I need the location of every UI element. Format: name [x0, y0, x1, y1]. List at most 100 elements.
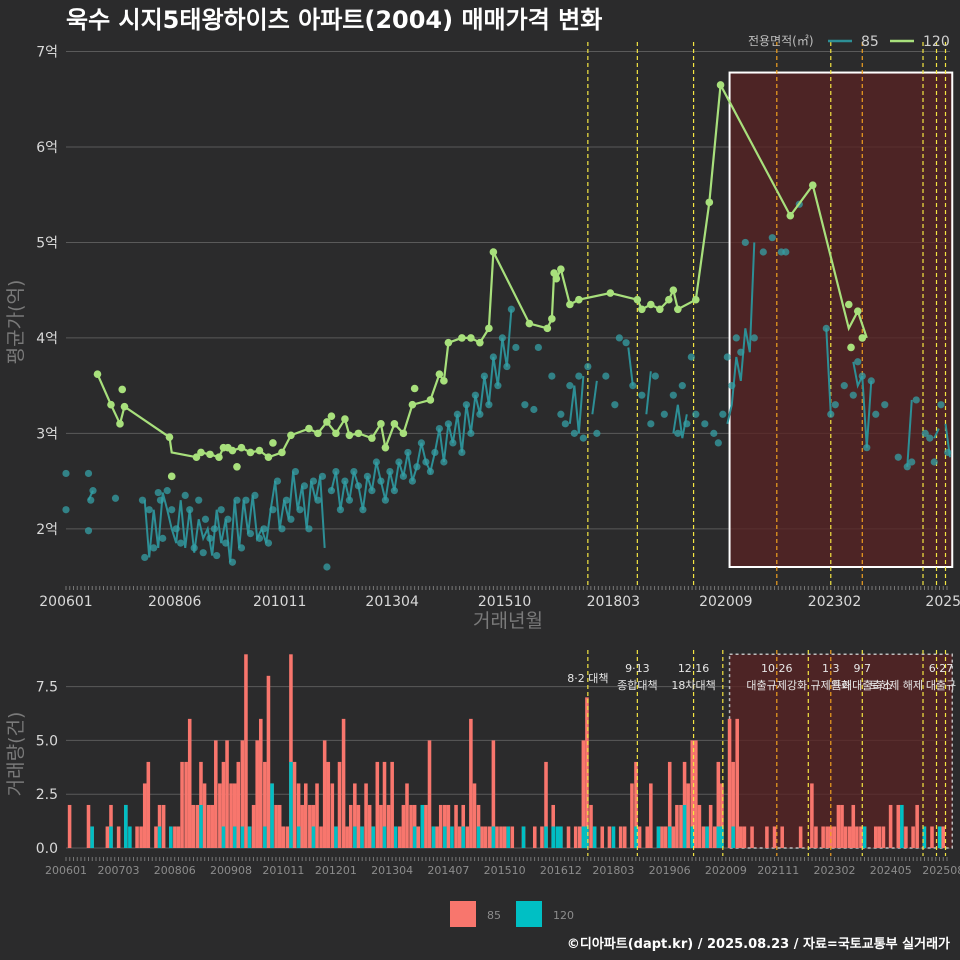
series-85-point	[903, 463, 911, 471]
series-85-line	[825, 328, 832, 415]
bar-85	[630, 783, 634, 848]
bar-85	[259, 718, 263, 848]
series-85-point	[530, 405, 538, 414]
series-120-point	[548, 315, 556, 323]
bar-120	[382, 826, 387, 848]
series-85-point	[858, 372, 866, 380]
bar-120	[443, 826, 447, 848]
bar-85	[105, 826, 110, 848]
series-85-point	[678, 382, 686, 390]
series-85-point	[213, 551, 221, 560]
x-tick-label: 201510	[478, 594, 531, 610]
series-85-point	[908, 458, 916, 466]
series-120-point	[656, 305, 664, 314]
legend-120-label: 120	[553, 909, 574, 922]
series-120-point	[197, 448, 205, 457]
bar-85	[446, 804, 451, 848]
series-85-point	[647, 420, 655, 428]
bar-120	[667, 826, 672, 848]
series-85-point	[318, 472, 327, 480]
series-85-point	[827, 410, 835, 418]
policy-annotation: 6·27	[929, 662, 954, 675]
series-85-point	[89, 487, 97, 495]
series-120-point	[368, 434, 376, 442]
series-120-point	[557, 265, 565, 273]
bar-120	[900, 804, 904, 848]
bar-85	[229, 783, 233, 848]
bar-120	[862, 826, 867, 848]
series-120-point	[408, 400, 417, 409]
bar-85	[472, 783, 477, 848]
series-85-point	[894, 453, 902, 461]
series-85-point	[111, 494, 120, 502]
series-85-point	[206, 534, 214, 542]
bar-85	[292, 761, 297, 848]
x-tick-label: 201803	[592, 864, 634, 877]
series-85-point	[341, 477, 349, 485]
series-85-point	[867, 377, 875, 385]
bar-120	[922, 826, 927, 848]
price-panel: 2억 3억 4억 5억 6억 7억 200601 200806 201011 201304 2015…	[5, 34, 960, 632]
bar-120	[720, 826, 724, 848]
x-tick-label: 200601	[45, 864, 87, 877]
bar-85	[607, 826, 612, 848]
series-85-point	[372, 458, 381, 466]
bar-120	[551, 826, 555, 848]
series-85-point	[141, 553, 149, 562]
series-120-point	[215, 453, 223, 462]
bar-120	[450, 826, 454, 848]
series-85-point	[417, 439, 425, 447]
series-120-point	[246, 448, 255, 457]
series-85-point	[944, 448, 952, 457]
bar-85	[510, 826, 515, 848]
series-120-point	[116, 420, 124, 428]
series-120-point	[332, 429, 340, 438]
series-85-point	[150, 544, 158, 552]
series-120-point	[606, 289, 615, 297]
series-120-point	[345, 431, 354, 440]
bar-85	[218, 783, 222, 848]
series-85-point	[566, 382, 574, 390]
bar-85	[915, 804, 919, 848]
series-85-point	[471, 391, 479, 399]
series-85-point	[579, 434, 587, 442]
bar-120	[270, 783, 274, 848]
series-85-point	[159, 534, 167, 542]
bar-85	[154, 826, 158, 848]
bar-85	[86, 804, 91, 848]
bar-85	[427, 740, 432, 848]
series-85-point	[937, 401, 945, 409]
series-85-point	[336, 506, 345, 514]
series-85-point	[849, 391, 857, 399]
bar-85	[660, 826, 664, 848]
bar-120	[491, 826, 496, 848]
bar-120	[937, 826, 942, 848]
bar-85	[798, 826, 803, 848]
bar-85	[814, 826, 818, 848]
bar-85	[161, 804, 166, 848]
bar-85	[679, 804, 683, 848]
series-85-line	[645, 371, 652, 415]
bar-85	[667, 761, 672, 848]
bar-85	[712, 826, 717, 848]
bar-85	[281, 826, 286, 848]
series-85-line	[568, 376, 585, 434]
series-85-point	[687, 353, 695, 361]
series-120-point	[278, 448, 286, 457]
bar-85	[337, 761, 342, 848]
series-85-point	[498, 334, 506, 342]
series-85-point	[485, 401, 493, 409]
series-85-point	[199, 549, 207, 557]
bar-85	[277, 804, 282, 848]
bar-85	[675, 804, 679, 848]
series-85-point	[570, 429, 578, 437]
series-85-point	[87, 496, 95, 504]
policy-annotation: 규제완화	[811, 679, 851, 692]
series-85-point	[314, 496, 322, 504]
bar-85	[847, 826, 852, 848]
series-85-point	[629, 382, 637, 390]
bar-85	[296, 783, 301, 848]
series-85-point	[710, 429, 718, 437]
policy-annotation: 토허제 해제	[869, 678, 923, 692]
series-85-point	[444, 420, 452, 428]
